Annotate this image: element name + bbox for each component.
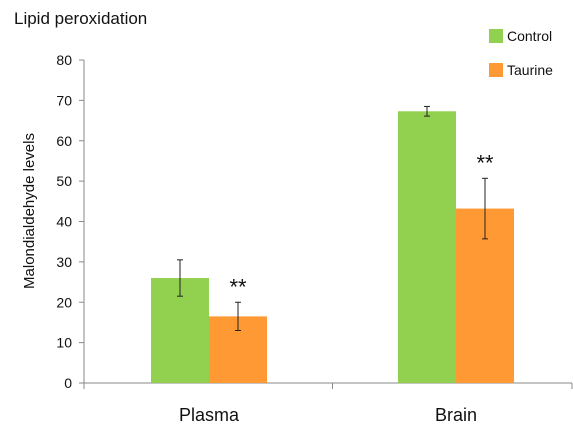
legend-swatch [489,29,503,43]
y-tick-label: 50 [56,173,72,189]
y-tick-label: 60 [56,133,72,149]
bar-control-brain [398,111,456,384]
bars-group: ** ** [151,105,514,384]
x-category-label: Brain [435,405,477,425]
legend-label: Control [507,28,552,44]
y-axis-label: Malondialdehyde levels [21,133,38,289]
significance-marker: ** [476,150,494,175]
axes: 0 10 20 30 40 50 60 70 80 Plasma Brain [56,52,573,425]
y-tick-label: 30 [56,254,72,270]
y-tick-label: 70 [56,92,72,108]
legend: Control Taurine [489,28,553,78]
chart-title: Lipid peroxidation [14,9,147,28]
y-tick-label: 0 [64,375,72,391]
legend-label: Taurine [507,62,553,78]
y-tick-label: 80 [56,52,72,68]
y-tick-label: 10 [56,335,72,351]
y-tick-label: 40 [56,214,72,230]
legend-swatch [489,63,503,77]
y-tick-label: 20 [56,294,72,310]
x-category-label: Plasma [179,405,240,425]
significance-marker: ** [229,274,247,299]
